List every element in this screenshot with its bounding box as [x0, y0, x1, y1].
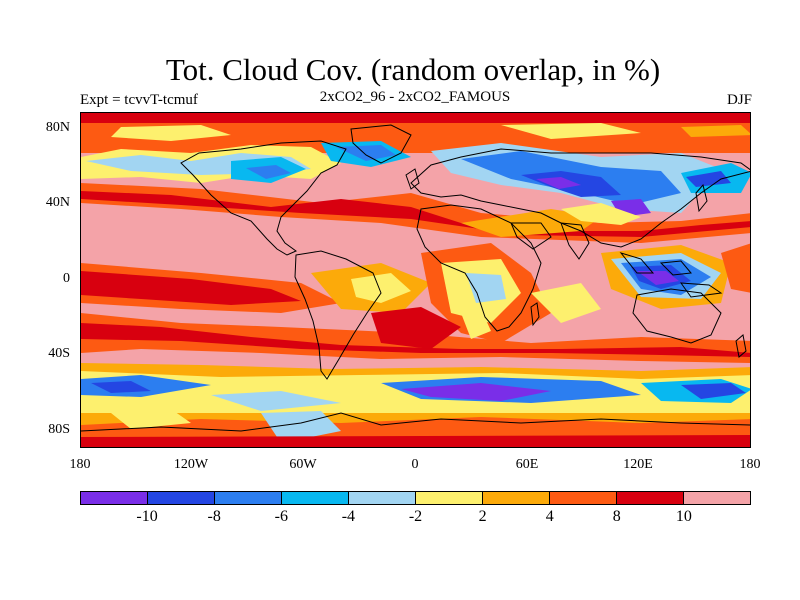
- lon-label-120w: 120W: [173, 457, 209, 472]
- field-yellow-sa-africa: [461, 309, 491, 339]
- lat-label-40s: 40S: [48, 346, 70, 361]
- field-red-sa: [371, 307, 461, 349]
- colorbar-swatch: [349, 492, 416, 504]
- lon-label-60w: 60W: [289, 457, 317, 472]
- colorbar-label: 4: [545, 508, 554, 525]
- field-purple-mc: [637, 271, 679, 285]
- colorbar-label: -10: [136, 508, 158, 525]
- colorbar-label: -6: [274, 508, 288, 525]
- field-antarctic-red: [81, 435, 750, 447]
- field-blue-atl: [336, 145, 396, 161]
- lon-label-60e: 60E: [515, 457, 539, 472]
- lon-label-180w: 180: [69, 457, 91, 472]
- lon-label-0: 0: [411, 457, 419, 472]
- colorbar-swatch: [81, 492, 148, 504]
- colorbar-swatch: [215, 492, 282, 504]
- colorbar-label: 8: [612, 508, 621, 525]
- field-orange-wp: [721, 243, 750, 293]
- field-arctic-top: [81, 113, 750, 123]
- field-yellow-io: [531, 283, 601, 323]
- field-darkblue-so-w: [91, 381, 151, 393]
- experiment-label: Expt = tcvvT-tcmuf: [80, 92, 198, 108]
- colorbar-swatch: [550, 492, 617, 504]
- field-patch: [501, 123, 641, 139]
- lon-label-180e: 180: [739, 457, 761, 472]
- colorbar-swatch: [684, 492, 750, 504]
- field-red-eq: [81, 271, 301, 305]
- colorbar-label: -2: [408, 508, 423, 525]
- field-yellow-antarctic: [111, 409, 191, 429]
- field-red-sh: [81, 323, 750, 357]
- field-lightblue-africa: [466, 273, 506, 303]
- field-yellow-nh: [561, 203, 641, 225]
- field-purple-so-c: [401, 383, 551, 401]
- field-darkblue-so-e: [681, 383, 746, 399]
- colorbar-label: 10: [675, 508, 692, 525]
- colorbar: [80, 491, 751, 505]
- colorbar-label: -8: [207, 508, 221, 525]
- field-patch: [681, 125, 750, 137]
- lat-label-40n: 40N: [45, 195, 70, 210]
- field-purple-eurasia: [536, 177, 581, 189]
- field-darkblue-ne-asia: [686, 171, 731, 187]
- season-label: DJF: [726, 92, 752, 108]
- colorbar-swatch: [416, 492, 483, 504]
- colorbar-swatch: [148, 492, 215, 504]
- field-lightblue-so: [211, 391, 341, 411]
- colorbar-swatch: [483, 492, 550, 504]
- field-blue-na: [246, 165, 291, 179]
- lat-label-80n: 80N: [45, 120, 70, 135]
- field-lightblue-antarctic: [261, 411, 341, 443]
- plot-title: Tot. Cloud Cov. (random overlap, in %): [165, 52, 661, 87]
- lat-label-0: 0: [63, 271, 70, 286]
- world-map: [80, 112, 751, 448]
- colorbar-label: 2: [478, 508, 487, 525]
- colorbar-swatch: [282, 492, 349, 504]
- field-patch: [111, 125, 231, 141]
- lon-label-120e: 120E: [623, 457, 653, 472]
- coastlines: [81, 124, 750, 432]
- difference-label: 2xCO2_96 - 2xCO2_FAMOUS: [319, 89, 511, 105]
- colorbar-swatch: [617, 492, 684, 504]
- colorbar-label: -4: [341, 508, 356, 525]
- field-yellow-eq-atl: [351, 273, 411, 303]
- lat-label-80s: 80S: [48, 422, 70, 437]
- field-red-nh: [81, 191, 750, 237]
